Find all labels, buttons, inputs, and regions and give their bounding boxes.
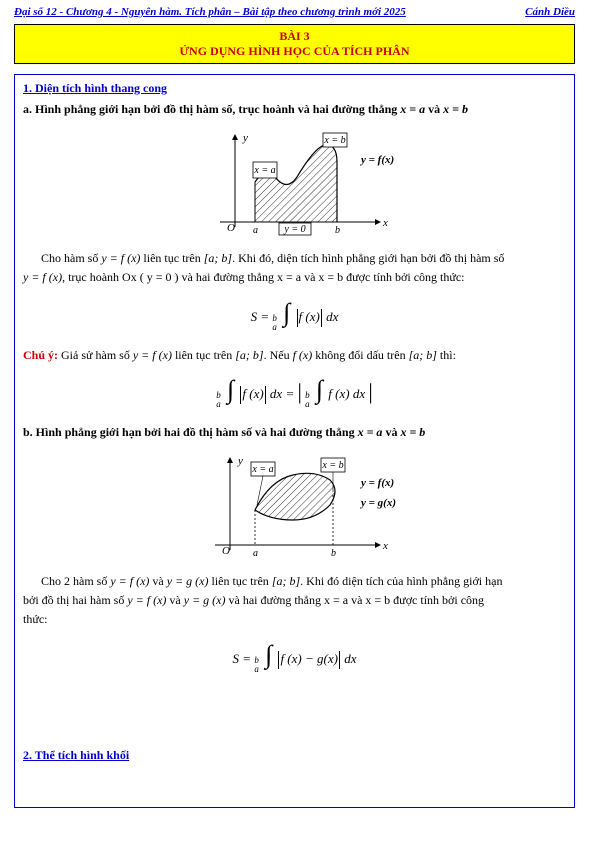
formula-area-single: S = ba ∫ f (x) dx [23, 298, 566, 332]
sub-b: b. Hình phẳng giới hạn bởi hai đồ thị hà… [23, 423, 566, 442]
page-header: Đại số 12 - Chương 4 - Nguyên hàm. Tích … [0, 0, 589, 20]
svg-text:y = 0: y = 0 [283, 224, 305, 235]
svg-text:a: a [253, 548, 258, 559]
svg-text:x: x [382, 540, 388, 552]
svg-text:y: y [237, 455, 243, 467]
content-frame: 1. Diện tích hình thang cong a. Hình phẳ… [14, 74, 575, 808]
header-right: Cánh Diều [525, 6, 575, 18]
section-1-heading: 1. Diện tích hình thang cong [23, 81, 566, 96]
header-left: Đại số 12 - Chương 4 - Nguyên hàm. Tích … [14, 6, 406, 18]
para-1: Cho hàm số y = f (x) liên tục trên [a; b… [23, 249, 566, 268]
diagram-1: x = a x = b O y x a b y = 0 y = f(x) [23, 127, 566, 237]
diagram-2: x = a x = b O y x a b y = f(x) y = g(x) [23, 450, 566, 560]
para-4: bởi đồ thị hai hàm số y = f (x) và y = g… [23, 591, 566, 610]
svg-text:x = a: x = a [251, 464, 273, 475]
formula-area-between: S = ba ∫ f (x) − g(x) dx [23, 640, 566, 674]
svg-text:b: b [335, 225, 340, 236]
svg-text:x = a: x = a [253, 165, 275, 176]
svg-text:y = f(x): y = f(x) [359, 477, 394, 489]
svg-text:y = f(x): y = f(x) [359, 154, 394, 166]
section-2-heading: 2. Thể tích hình khối [23, 748, 566, 763]
note: Chú ý: Giả sử hàm số y = f (x) liên tục … [23, 346, 566, 365]
lesson-number: BÀI 3 [15, 29, 574, 44]
svg-text:x = b: x = b [321, 460, 343, 471]
para-4-end: thức: [23, 610, 566, 629]
svg-text:b: b [331, 548, 336, 559]
svg-text:O: O [227, 222, 235, 234]
svg-text:a: a [253, 225, 258, 236]
sub-a: a. Hình phẳng giới hạn bởi đồ thị hàm số… [23, 100, 566, 119]
lesson-title: ỨNG DỤNG HÌNH HỌC CỦA TÍCH PHÂN [15, 44, 574, 59]
para-2: y = f (x), trục hoành Ox ( y = 0 ) và ha… [23, 268, 566, 287]
para-3: Cho 2 hàm số y = f (x) và y = g (x) liên… [23, 572, 566, 591]
svg-text:x: x [382, 217, 388, 229]
formula-abs-equality: ba ∫ f (x) dx = | ba ∫ f (x) dx | [23, 375, 566, 409]
svg-text:y = g(x): y = g(x) [359, 497, 396, 509]
lesson-title-box: BÀI 3 ỨNG DỤNG HÌNH HỌC CỦA TÍCH PHÂN [14, 24, 575, 64]
svg-text:y: y [242, 132, 248, 144]
svg-text:x = b: x = b [323, 135, 345, 146]
svg-text:O: O [222, 545, 230, 557]
